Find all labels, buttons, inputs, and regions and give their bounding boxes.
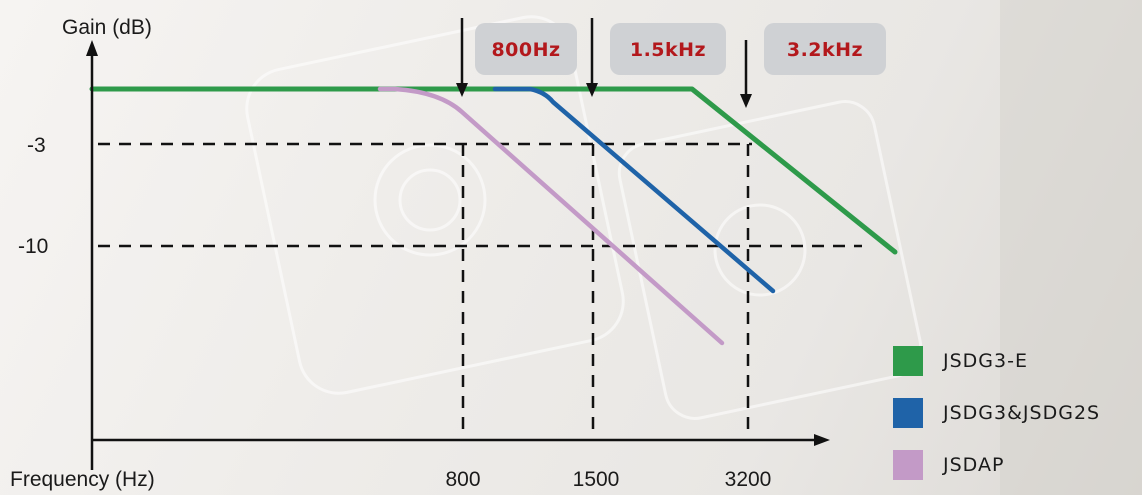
cutoff-arrow-head: [456, 83, 468, 97]
cutoff-label: 800Hz: [491, 39, 560, 61]
x-tick-label: 1500: [573, 468, 620, 491]
y-tick-label: -3: [27, 134, 46, 157]
cutoff-arrow-head: [586, 83, 598, 97]
legend-item: JSDG3-E: [893, 335, 1100, 387]
legend-label: JSDAP: [943, 454, 1005, 476]
x-tick-label: 800: [445, 468, 480, 491]
x-axis-arrow: [814, 434, 830, 446]
cutoff-arrow-head: [740, 94, 752, 108]
series-line: [89, 86, 898, 255]
y-axis-arrow: [86, 40, 98, 56]
legend-label: JSDG3&JSDG2S: [943, 402, 1101, 424]
x-tick-label: 3200: [725, 468, 772, 491]
y-tick-label: -10: [18, 235, 48, 258]
legend-swatch: [893, 398, 923, 428]
cutoff-badge: [610, 23, 726, 75]
cutoff-badge: [764, 23, 886, 75]
y-axis-title: Gain (dB): [62, 16, 152, 39]
legend: JSDG3-E JSDG3&JSDG2S JSDAP: [893, 335, 1100, 491]
series-line: [377, 86, 725, 346]
legend-item: JSDAP: [893, 439, 1100, 491]
cutoff-label: 1.5kHz: [630, 39, 706, 61]
legend-swatch: [893, 346, 923, 376]
reference-lines: [98, 142, 862, 438]
legend-item: JSDG3&JSDG2S: [893, 387, 1100, 439]
series-layer: [89, 86, 898, 346]
x-axis-title: Frequency (Hz): [10, 468, 155, 491]
legend-swatch: [893, 450, 923, 480]
axes: [86, 40, 830, 470]
series-line: [492, 86, 776, 294]
cutoff-markers: 800Hz 1.5kHz 3.2kHz: [456, 18, 886, 108]
cutoff-badge: [475, 23, 577, 75]
cutoff-label: 3.2kHz: [787, 39, 863, 61]
legend-label: JSDG3-E: [943, 350, 1028, 372]
